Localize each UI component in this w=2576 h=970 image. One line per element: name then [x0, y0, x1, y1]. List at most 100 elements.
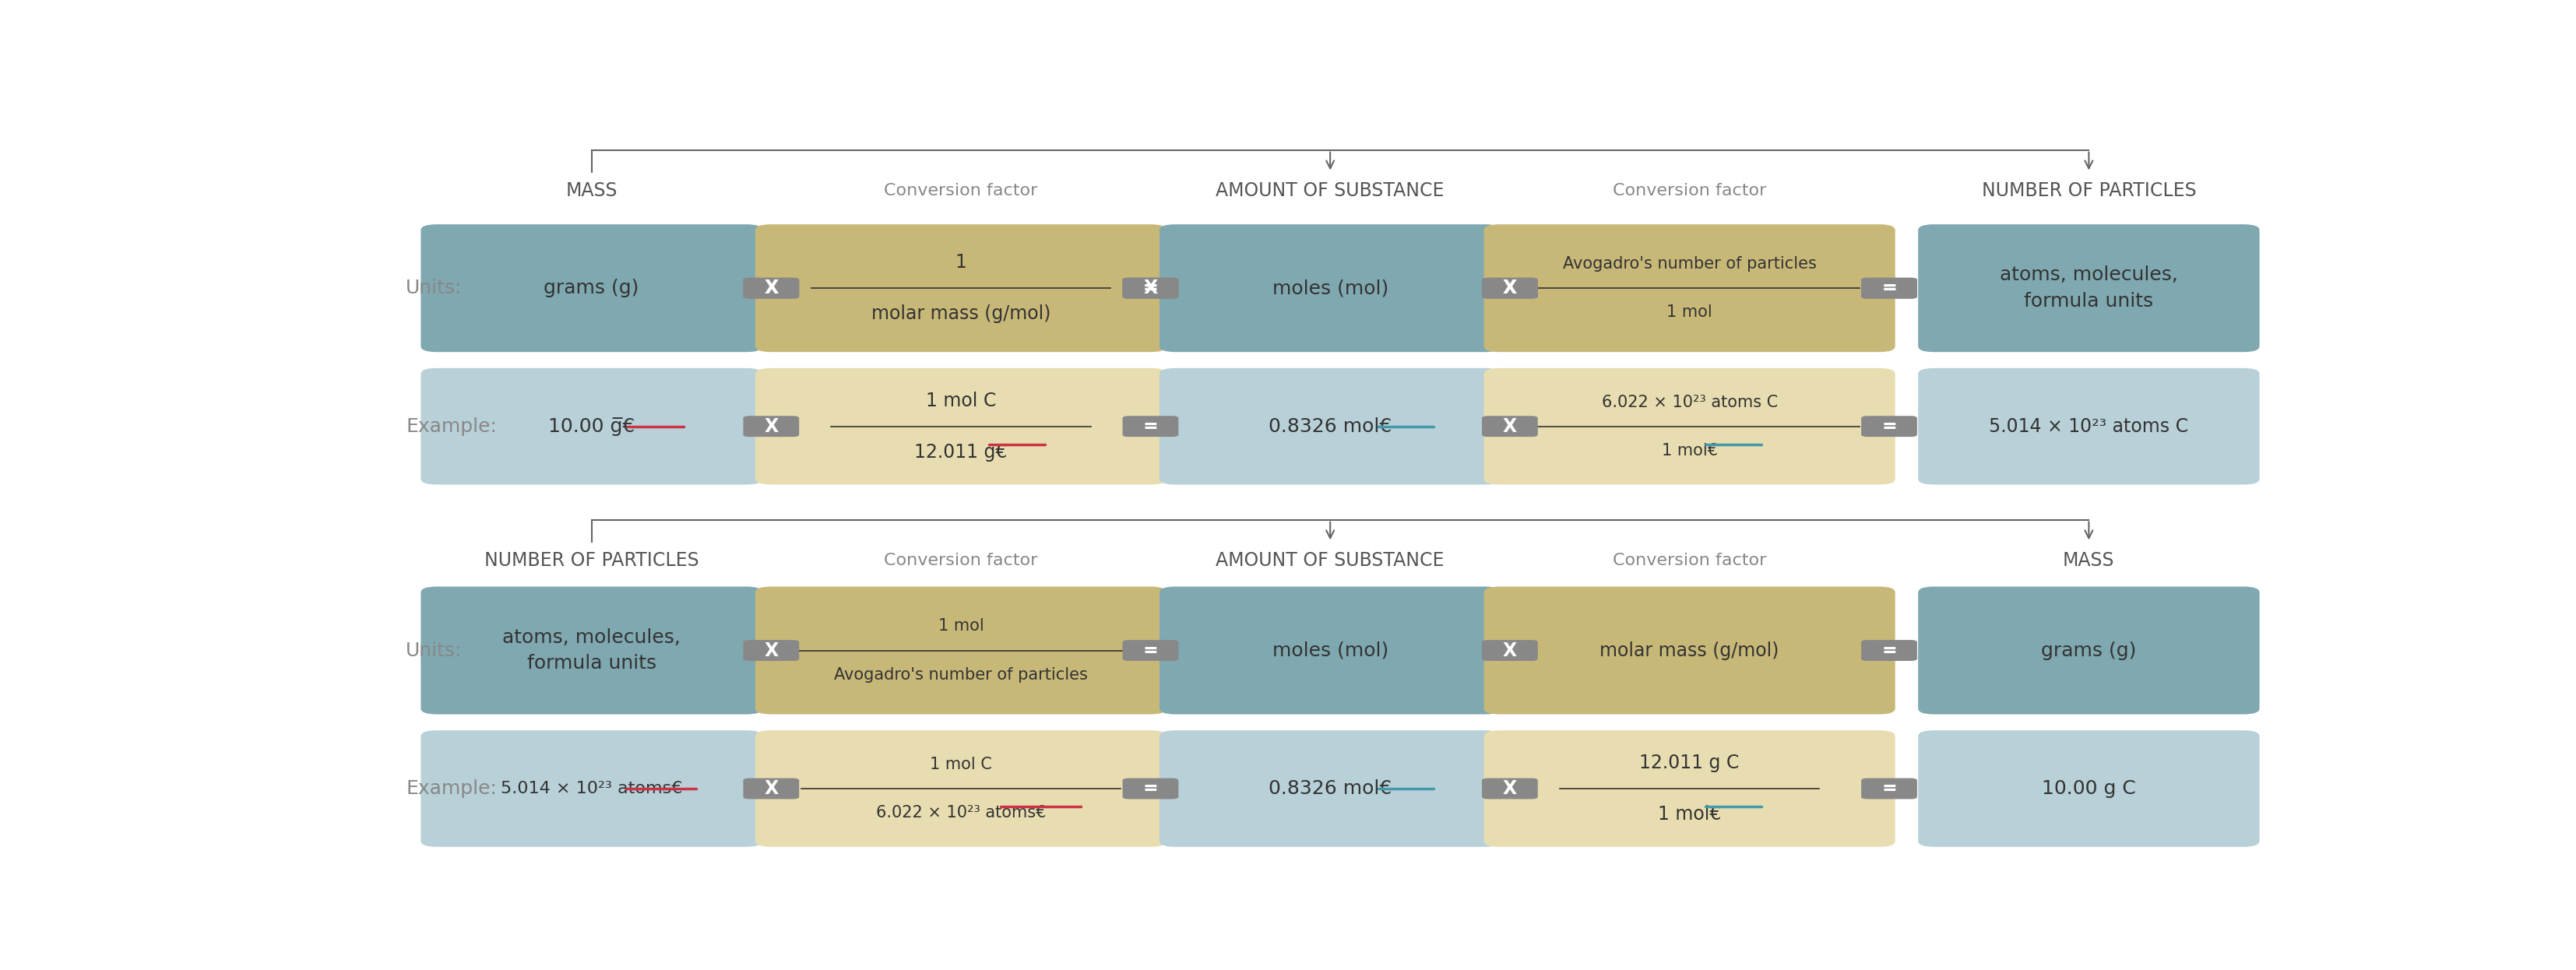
Text: 1 mol: 1 mol [938, 619, 984, 634]
FancyBboxPatch shape [1919, 587, 2259, 714]
Text: 0.8326 mol€: 0.8326 mol€ [1267, 417, 1391, 436]
FancyBboxPatch shape [420, 730, 762, 847]
FancyBboxPatch shape [1862, 778, 1917, 799]
Text: atoms, molecules,
formula units: atoms, molecules, formula units [1999, 266, 2177, 310]
FancyBboxPatch shape [1481, 778, 1538, 799]
FancyBboxPatch shape [744, 277, 799, 299]
FancyBboxPatch shape [1919, 368, 2259, 485]
Text: 12.011 g C: 12.011 g C [1638, 754, 1739, 772]
Text: =: = [1880, 417, 1896, 436]
FancyBboxPatch shape [1862, 277, 1917, 299]
Text: MASS: MASS [2063, 552, 2115, 570]
Text: NUMBER OF PARTICLES: NUMBER OF PARTICLES [484, 552, 698, 570]
FancyBboxPatch shape [1123, 277, 1177, 299]
FancyBboxPatch shape [1159, 368, 1502, 485]
Text: X: X [765, 779, 778, 798]
Text: X: X [1502, 641, 1517, 660]
Text: =: = [1880, 278, 1896, 298]
Text: 10.00 g C: 10.00 g C [2043, 779, 2136, 798]
Text: 1 mol€: 1 mol€ [1659, 805, 1721, 824]
Text: 1 mol: 1 mol [1667, 305, 1713, 320]
Text: X: X [765, 278, 778, 298]
Text: Example:: Example: [407, 417, 497, 436]
FancyBboxPatch shape [1481, 277, 1538, 299]
FancyBboxPatch shape [1484, 224, 1896, 352]
FancyBboxPatch shape [1159, 224, 1502, 352]
FancyBboxPatch shape [420, 224, 762, 352]
Text: =: = [1880, 779, 1896, 798]
Text: 1 mol€: 1 mol€ [1662, 442, 1718, 459]
Text: 1 mol C: 1 mol C [925, 391, 997, 410]
Text: molar mass (g/mol): molar mass (g/mol) [1600, 641, 1780, 660]
Text: NUMBER OF PARTICLES: NUMBER OF PARTICLES [1981, 181, 2197, 201]
Text: =: = [1880, 641, 1896, 660]
FancyBboxPatch shape [755, 587, 1167, 714]
Text: 6.022 × 10²³ atoms C: 6.022 × 10²³ atoms C [1602, 395, 1777, 410]
FancyBboxPatch shape [1862, 277, 1917, 299]
FancyBboxPatch shape [1159, 587, 1502, 714]
Text: =: = [1144, 779, 1159, 798]
Text: moles (mol): moles (mol) [1273, 641, 1388, 660]
FancyBboxPatch shape [744, 277, 799, 299]
FancyBboxPatch shape [744, 640, 799, 661]
Text: Conversion factor: Conversion factor [884, 553, 1038, 568]
Text: =: = [1144, 278, 1159, 298]
Text: =: = [1144, 641, 1159, 660]
Text: molar mass (g/mol): molar mass (g/mol) [871, 305, 1051, 323]
Text: X: X [1502, 278, 1517, 298]
Text: Conversion factor: Conversion factor [1613, 183, 1767, 199]
FancyBboxPatch shape [755, 730, 1167, 847]
FancyBboxPatch shape [744, 778, 799, 799]
Text: grams (g): grams (g) [544, 278, 639, 298]
Text: AMOUNT OF SUBSTANCE: AMOUNT OF SUBSTANCE [1216, 181, 1445, 201]
Text: Avogadro's number of particles: Avogadro's number of particles [835, 666, 1087, 683]
Text: X: X [765, 278, 778, 298]
Text: Conversion factor: Conversion factor [884, 183, 1038, 199]
FancyBboxPatch shape [1123, 416, 1177, 436]
FancyBboxPatch shape [1481, 640, 1538, 661]
Text: atoms, molecules,
formula units: atoms, molecules, formula units [502, 628, 680, 673]
FancyBboxPatch shape [755, 368, 1167, 485]
FancyBboxPatch shape [420, 368, 762, 485]
FancyBboxPatch shape [1159, 730, 1502, 847]
Text: Example:: Example: [407, 779, 497, 798]
Text: =: = [1880, 278, 1896, 298]
Text: 12.011 g€: 12.011 g€ [914, 442, 1007, 462]
Text: X: X [1502, 779, 1517, 798]
Text: Units:: Units: [407, 641, 461, 660]
Text: 1: 1 [956, 253, 966, 272]
Text: AMOUNT OF SUBSTANCE: AMOUNT OF SUBSTANCE [1216, 552, 1445, 570]
Text: =: = [1144, 417, 1159, 436]
Text: 5.014 × 10²³ atoms€: 5.014 × 10²³ atoms€ [500, 781, 683, 796]
Text: X: X [1502, 278, 1517, 298]
Text: Units:: Units: [407, 278, 461, 298]
Text: moles (mol): moles (mol) [1273, 278, 1388, 298]
FancyBboxPatch shape [744, 416, 799, 436]
Text: Conversion factor: Conversion factor [1613, 553, 1767, 568]
FancyBboxPatch shape [1919, 224, 2259, 352]
Text: X: X [1502, 417, 1517, 436]
FancyBboxPatch shape [1919, 730, 2259, 847]
FancyBboxPatch shape [1484, 368, 1896, 485]
Text: 10.00 g̅€: 10.00 g̅€ [549, 417, 634, 436]
FancyBboxPatch shape [1862, 640, 1917, 661]
Text: 6.022 × 10²³ atoms€: 6.022 × 10²³ atoms€ [876, 805, 1046, 821]
Text: =: = [1144, 278, 1159, 298]
FancyBboxPatch shape [1484, 730, 1896, 847]
Text: grams (g): grams (g) [2040, 641, 2136, 660]
FancyBboxPatch shape [420, 587, 762, 714]
Text: X: X [1144, 278, 1157, 298]
Text: 5.014 × 10²³ atoms C: 5.014 × 10²³ atoms C [1989, 417, 2190, 436]
FancyBboxPatch shape [1484, 587, 1896, 714]
Text: 1 mol C: 1 mol C [930, 757, 992, 772]
FancyBboxPatch shape [1862, 416, 1917, 436]
Text: X: X [765, 417, 778, 436]
FancyBboxPatch shape [1123, 277, 1177, 299]
FancyBboxPatch shape [1481, 416, 1538, 436]
FancyBboxPatch shape [1123, 277, 1177, 299]
Text: 0.8326 mol€: 0.8326 mol€ [1267, 779, 1391, 798]
FancyBboxPatch shape [1123, 778, 1177, 799]
FancyBboxPatch shape [1481, 277, 1538, 299]
FancyBboxPatch shape [1123, 640, 1177, 661]
FancyBboxPatch shape [755, 224, 1167, 352]
